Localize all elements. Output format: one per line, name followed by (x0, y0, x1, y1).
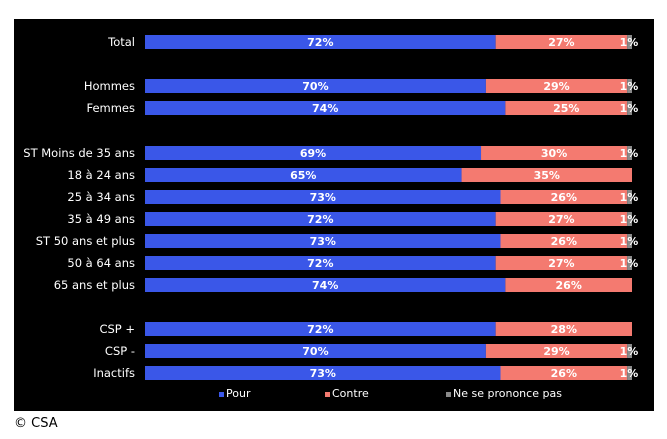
value-label-total-series-0: 72% (307, 36, 333, 49)
bar-st-50-ans-et-plus-series-0 (145, 234, 501, 248)
value-label-st-50-ans-et-plus-series-2: 1% (620, 235, 639, 248)
value-label-csp-series-0: 72% (307, 323, 333, 336)
category-label-35-49-ans: 35 à 49 ans (67, 212, 135, 226)
value-label-femmes-series-1: 25% (553, 102, 579, 115)
value-label-65-ans-et-plus-series-0: 74% (312, 279, 338, 292)
bar-csp-series-1 (485, 344, 628, 358)
stacked-bar-chart: Total 72% 27% 1% Hommes 70% 29% 1% Femmes 74% 25% 1… (23, 35, 639, 400)
bar-35-49-ans-series-1 (495, 212, 628, 226)
bar-inactifs-series-1 (500, 366, 628, 380)
bar-st-50-ans-et-plus-series-2 (627, 234, 632, 248)
value-label-st-50-ans-et-plus-series-0: 73% (310, 235, 336, 248)
value-label-25-34-ans-series-0: 73% (310, 191, 336, 204)
value-label-inactifs-series-0: 73% (310, 367, 336, 380)
bar-65-ans-et-plus-series-1 (505, 278, 632, 292)
value-label-25-34-ans-series-1: 26% (551, 191, 577, 204)
value-label-50-64-ans-series-1: 27% (548, 257, 574, 270)
category-label-50-64-ans: 50 à 64 ans (67, 256, 135, 270)
bar-65-ans-et-plus-series-0 (145, 278, 506, 292)
value-label-hommes-series-1: 29% (543, 80, 569, 93)
bar-hommes-series-2 (627, 79, 632, 93)
value-label-18-24-ans-series-0: 65% (290, 169, 316, 182)
value-label-hommes-series-2: 1% (620, 80, 639, 93)
bar-50-64-ans-series-2 (627, 256, 632, 270)
category-label-st-50-ans-et-plus: ST 50 ans et plus (36, 234, 135, 248)
bar-inactifs-series-2 (627, 366, 632, 380)
bar-35-49-ans-series-2 (627, 212, 632, 226)
bar-csp-series-2 (627, 344, 632, 358)
bar-femmes-series-2 (627, 101, 632, 115)
value-label-inactifs-series-2: 1% (620, 367, 639, 380)
bar-csp-series-0 (145, 322, 496, 336)
chart-panel: Total 72% 27% 1% Hommes 70% 29% 1% Femmes 74% 25% 1… (14, 19, 654, 411)
bar-50-64-ans-series-1 (495, 256, 628, 270)
value-label-total-series-2: 1% (620, 36, 639, 49)
category-label-csp: CSP - (105, 344, 135, 358)
value-label-st-moins-de-35-ans-series-2: 1% (620, 147, 639, 160)
bar-hommes-series-1 (485, 79, 628, 93)
category-label-femmes: Femmes (86, 101, 135, 115)
bar-18-24-ans-series-0 (145, 168, 462, 182)
category-label-hommes: Hommes (84, 79, 135, 93)
value-label-35-49-ans-series-1: 27% (548, 213, 574, 226)
value-label-femmes-series-2: 1% (620, 102, 639, 115)
value-label-total-series-1: 27% (548, 36, 574, 49)
bar-st-moins-de-35-ans-series-0 (145, 146, 482, 160)
bar-total-series-2 (627, 35, 632, 49)
value-label-st-50-ans-et-plus-series-1: 26% (551, 235, 577, 248)
value-label-35-49-ans-series-2: 1% (620, 213, 639, 226)
legend-label-0: Pour (226, 387, 251, 400)
value-label-50-64-ans-series-2: 1% (620, 257, 639, 270)
value-label-inactifs-series-1: 26% (551, 367, 577, 380)
value-label-st-moins-de-35-ans-series-0: 69% (300, 147, 326, 160)
category-label-18-24-ans: 18 à 24 ans (67, 168, 135, 182)
copyright-text: © CSA (14, 416, 58, 431)
bar-femmes-series-0 (145, 101, 506, 115)
value-label-35-49-ans-series-0: 72% (307, 213, 333, 226)
bar-csp-series-1 (495, 322, 632, 336)
category-label-inactifs: Inactifs (93, 366, 135, 380)
value-label-femmes-series-0: 74% (312, 102, 338, 115)
value-label-18-24-ans-series-1: 35% (534, 169, 560, 182)
legend-label-2: Ne se prononce pas (453, 387, 562, 400)
bar-inactifs-series-0 (145, 366, 501, 380)
category-label-65-ans-et-plus: 65 ans et plus (54, 278, 135, 292)
bar-50-64-ans-series-0 (145, 256, 496, 270)
legend-label-1: Contre (332, 387, 369, 400)
bar-25-34-ans-series-1 (500, 190, 628, 204)
bar-18-24-ans-series-1 (461, 168, 632, 182)
bar-csp-series-0 (145, 344, 486, 358)
value-label-65-ans-et-plus-series-1: 26% (556, 279, 582, 292)
value-label-hommes-series-0: 70% (302, 80, 328, 93)
bar-35-49-ans-series-0 (145, 212, 496, 226)
category-label-total: Total (107, 35, 135, 49)
value-label-csp-series-0: 70% (302, 345, 328, 358)
category-label-st-moins-de-35-ans: ST Moins de 35 ans (23, 146, 135, 160)
legend-swatch-1 (325, 392, 330, 397)
bar-st-moins-de-35-ans-series-2 (627, 146, 632, 160)
category-label-25-34-ans: 25 à 34 ans (67, 190, 135, 204)
bar-25-34-ans-series-2 (627, 190, 632, 204)
value-label-csp-series-1: 28% (551, 323, 577, 336)
category-label-csp: CSP + (99, 322, 135, 336)
bar-femmes-series-1 (505, 101, 628, 115)
bar-st-50-ans-et-plus-series-1 (500, 234, 628, 248)
value-label-50-64-ans-series-0: 72% (307, 257, 333, 270)
value-label-25-34-ans-series-2: 1% (620, 191, 639, 204)
value-label-st-moins-de-35-ans-series-1: 30% (541, 147, 567, 160)
bar-total-series-1 (495, 35, 628, 49)
legend-swatch-0 (219, 392, 224, 397)
legend-swatch-2 (446, 392, 451, 397)
bar-25-34-ans-series-0 (145, 190, 501, 204)
bar-total-series-0 (145, 35, 496, 49)
value-label-csp-series-2: 1% (620, 345, 639, 358)
value-label-csp-series-1: 29% (543, 345, 569, 358)
bar-hommes-series-0 (145, 79, 486, 93)
bar-st-moins-de-35-ans-series-1 (481, 146, 628, 160)
